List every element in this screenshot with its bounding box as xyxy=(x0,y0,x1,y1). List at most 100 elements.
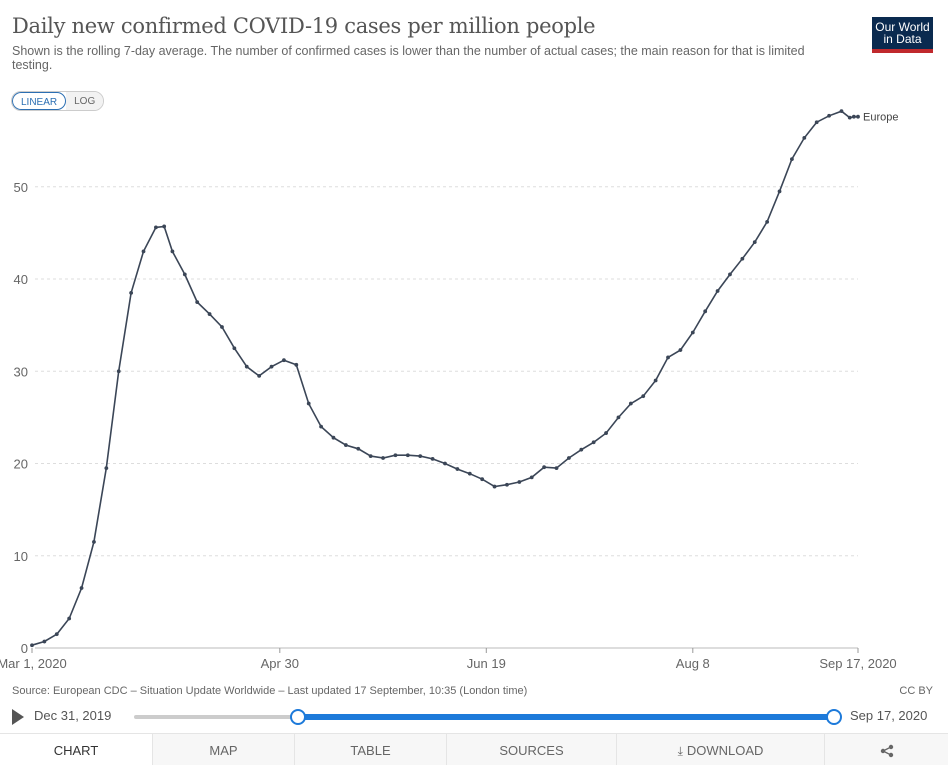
data-point xyxy=(847,115,852,120)
download-icon: ⤓ xyxy=(677,744,683,758)
data-point xyxy=(467,471,472,476)
data-point xyxy=(765,219,770,224)
data-point xyxy=(752,240,757,245)
data-point xyxy=(30,643,34,648)
data-point xyxy=(182,272,187,277)
data-point xyxy=(604,431,608,435)
y-tick-label: 10 xyxy=(14,549,28,564)
data-point xyxy=(443,461,447,466)
data-point xyxy=(492,484,497,489)
data-point xyxy=(641,394,646,399)
timeline-start-handle[interactable] xyxy=(289,709,306,725)
data-point xyxy=(282,358,286,363)
owid-logo[interactable]: Our World in Data xyxy=(872,17,933,53)
data-point xyxy=(381,456,385,460)
data-point xyxy=(740,256,745,261)
data-point xyxy=(244,364,249,369)
chart-subtitle: Shown is the rolling 7-day average. The … xyxy=(12,44,805,72)
data-point xyxy=(104,466,109,471)
data-point xyxy=(703,309,708,314)
tab-download-label: DOWNLOAD xyxy=(686,743,764,758)
data-point xyxy=(207,312,212,316)
data-point xyxy=(480,477,485,482)
data-point xyxy=(616,415,621,420)
tab-share[interactable] xyxy=(824,734,948,765)
data-point xyxy=(814,120,819,125)
scale-toggle: LINEAR LOG xyxy=(11,91,105,111)
play-icon[interactable] xyxy=(12,709,24,725)
y-tick-label: 0 xyxy=(21,641,28,656)
data-point xyxy=(529,475,534,480)
timeline-end-handle[interactable] xyxy=(826,709,842,725)
data-point xyxy=(141,249,146,254)
linear-scale-button[interactable]: LINEAR xyxy=(12,92,67,110)
data-point xyxy=(162,224,167,229)
data-point xyxy=(567,456,571,460)
source-note: Source: European CDC – Situation Update … xyxy=(12,685,528,697)
tab-table[interactable]: TABLE xyxy=(294,734,446,765)
data-point xyxy=(232,346,237,351)
x-tick-label: Apr 30 xyxy=(261,656,299,671)
log-scale-button[interactable]: LOG xyxy=(66,92,104,110)
tab-bar: CHART MAP TABLE SOURCES ⤓ DOWNLOAD xyxy=(0,733,948,765)
data-point xyxy=(418,454,423,459)
data-point xyxy=(856,114,860,119)
y-tick-label: 50 xyxy=(14,180,28,195)
data-point xyxy=(851,114,856,119)
x-tick-label: Aug 8 xyxy=(676,656,710,671)
y-tick-label: 30 xyxy=(14,364,28,379)
data-point xyxy=(368,454,373,459)
data-point xyxy=(839,109,844,114)
data-point xyxy=(430,457,435,461)
data-point xyxy=(678,348,683,352)
data-point xyxy=(591,440,596,445)
tab-map[interactable]: MAP xyxy=(152,734,294,765)
data-point xyxy=(542,465,547,470)
data-point xyxy=(54,632,59,637)
data-point xyxy=(505,482,509,487)
data-point xyxy=(777,189,782,194)
line-chart: 0 10 20 30 40 50 Mar 1, 2020 Apr 30 Jun 19 Aug 8 S… xyxy=(0,109,898,671)
data-point xyxy=(116,369,121,374)
data-point xyxy=(802,136,807,140)
data-point xyxy=(170,249,175,254)
data-point xyxy=(517,480,522,484)
data-point xyxy=(455,467,460,471)
y-tick-label: 20 xyxy=(14,457,28,472)
y-tick-label: 40 xyxy=(14,272,28,287)
data-point xyxy=(319,424,323,429)
data-point xyxy=(827,113,831,118)
timeline: Dec 31, 2019 Sep 17, 2020 xyxy=(0,703,948,731)
tab-download[interactable]: ⤓ DOWNLOAD xyxy=(616,734,824,765)
x-tick-label: Sep 17, 2020 xyxy=(819,656,896,671)
data-point xyxy=(195,300,200,304)
logo-line-1: Our World xyxy=(875,20,930,34)
data-point xyxy=(269,364,274,369)
license-link[interactable]: CC BY xyxy=(899,685,933,697)
data-point xyxy=(666,355,670,360)
data-point xyxy=(554,466,559,471)
series-end-label: Europe xyxy=(863,112,898,124)
data-point xyxy=(579,447,584,452)
data-point xyxy=(343,443,348,447)
data-point xyxy=(628,401,633,406)
data-point xyxy=(653,378,658,383)
data-point xyxy=(790,157,794,162)
timeline-selected-range[interactable] xyxy=(297,714,834,720)
data-point xyxy=(220,325,224,329)
data-point xyxy=(129,290,134,295)
data-point xyxy=(79,586,84,590)
timeline-end-label: Sep 17, 2020 xyxy=(850,708,928,723)
data-point xyxy=(331,435,336,440)
tab-chart[interactable]: CHART xyxy=(0,734,152,765)
chart-title: Daily new confirmed COVID-19 cases per m… xyxy=(12,14,596,38)
data-point xyxy=(393,453,398,458)
data-point xyxy=(92,540,96,544)
data-point xyxy=(257,373,262,378)
data-point xyxy=(67,616,72,621)
data-point xyxy=(728,272,732,277)
tab-sources[interactable]: SOURCES xyxy=(446,734,616,765)
data-point xyxy=(715,289,720,293)
series-line-europe xyxy=(31,110,858,646)
logo-line-2: in Data xyxy=(883,32,922,46)
